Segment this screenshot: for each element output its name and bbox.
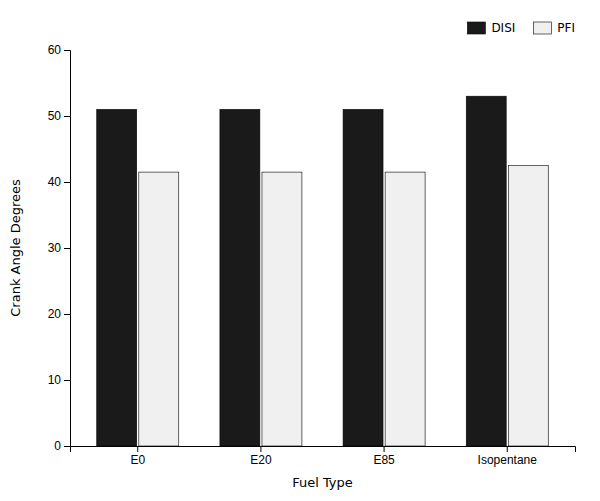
tick-label: E85	[373, 453, 395, 467]
y-axis-title: Crank Angle Degrees	[8, 179, 23, 317]
tick-label: 0	[54, 439, 61, 453]
tick-label: Isopentane	[478, 453, 538, 467]
tick-mark	[507, 446, 508, 452]
bar	[466, 96, 506, 446]
tick-label: 30	[48, 241, 62, 255]
tick: 60	[48, 43, 70, 57]
tick-label: 40	[48, 175, 62, 189]
tick-mark	[64, 314, 70, 315]
tick: 10	[48, 373, 70, 387]
tick: E85	[373, 446, 395, 467]
bar	[508, 166, 548, 447]
tick-mark	[64, 182, 70, 183]
tick-label: E0	[130, 453, 145, 467]
tick: 20	[48, 307, 70, 321]
axis-line	[71, 447, 576, 453]
legend-swatch	[467, 22, 485, 34]
tick-mark	[64, 116, 70, 117]
legend-label: DISI	[491, 21, 515, 35]
x-axis: E0 E20 E85 Isopentane	[71, 446, 576, 467]
tick: 40	[48, 175, 70, 189]
legend: DISI PFI	[467, 21, 575, 35]
bar	[97, 109, 137, 446]
bar	[343, 109, 383, 446]
tick-mark	[260, 446, 261, 452]
tick: 0	[54, 439, 70, 453]
tick-label: E20	[250, 453, 272, 467]
bar	[220, 109, 260, 446]
tick-mark	[64, 380, 70, 381]
tick-mark	[137, 446, 138, 452]
tick: 30	[48, 241, 70, 255]
tick-mark	[64, 50, 70, 51]
legend-swatch	[533, 22, 551, 34]
chart-container: E0 E20 E85 Isopentane 0 10 20 30 40 50 60 Fuel Type…	[0, 0, 600, 501]
tick-mark	[64, 248, 70, 249]
legend-label: PFI	[557, 21, 575, 35]
bars	[97, 96, 549, 446]
tick-mark	[384, 446, 385, 452]
bar	[139, 172, 179, 446]
bar	[262, 172, 302, 446]
tick-mark	[64, 446, 70, 447]
x-axis-title: Fuel Type	[292, 475, 353, 490]
tick: E20	[250, 446, 272, 467]
tick-label: 50	[48, 109, 62, 123]
y-axis: 0 10 20 30 40 50 60	[48, 43, 71, 453]
axis-line	[64, 51, 71, 447]
plot-area: E0 E20 E85 Isopentane 0 10 20 30 40 50 60	[48, 43, 576, 466]
tick-label: 60	[48, 43, 62, 57]
tick-label: 20	[48, 307, 62, 321]
legend-item: DISI	[467, 21, 515, 35]
tick: E0	[130, 446, 145, 467]
legend-item: PFI	[533, 21, 575, 35]
tick: Isopentane	[478, 446, 538, 467]
tick: 50	[48, 109, 70, 123]
chart-svg: E0 E20 E85 Isopentane 0 10 20 30 40 50 60 Fuel Type…	[0, 0, 600, 501]
bar	[385, 172, 425, 446]
tick-label: 10	[48, 373, 62, 387]
